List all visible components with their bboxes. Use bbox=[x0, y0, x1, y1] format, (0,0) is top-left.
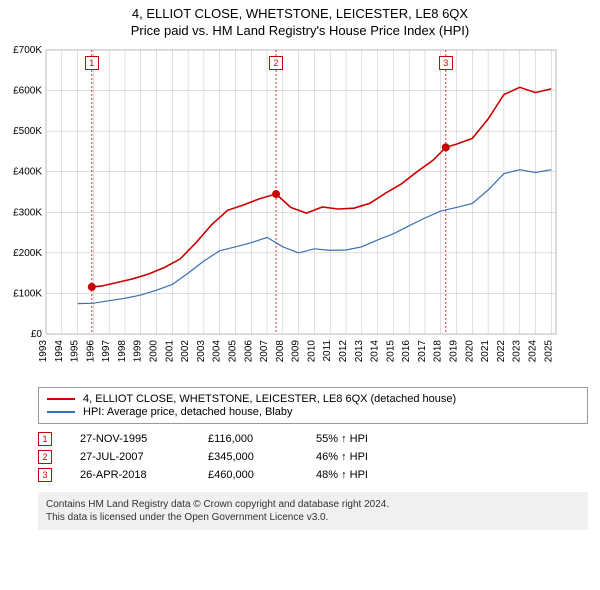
sale-marker-1: 1 bbox=[85, 56, 99, 70]
svg-text:2023: 2023 bbox=[512, 340, 523, 363]
chart-area: £0 £100K £200K £300K £400K £500K £600K £700K 199… bbox=[8, 46, 588, 381]
sale-hpi-diff: 48% ↑ HPI bbox=[316, 469, 368, 481]
sale-hpi-diff: 55% ↑ HPI bbox=[316, 433, 368, 445]
svg-text:1994: 1994 bbox=[54, 340, 65, 363]
svg-text:2002: 2002 bbox=[180, 340, 191, 363]
svg-text:2003: 2003 bbox=[196, 340, 207, 363]
svg-text:2008: 2008 bbox=[275, 340, 286, 363]
sale-price: £116,000 bbox=[208, 433, 288, 445]
sale-marker-2: 2 bbox=[269, 56, 283, 70]
svg-text:2016: 2016 bbox=[401, 340, 412, 363]
svg-text:2022: 2022 bbox=[496, 340, 507, 363]
svg-text:£300K: £300K bbox=[13, 207, 42, 218]
sale-marker-3: 3 bbox=[439, 56, 453, 70]
sale-marker-box: 2 bbox=[38, 450, 52, 464]
svg-text:2012: 2012 bbox=[338, 340, 349, 363]
svg-text:2025: 2025 bbox=[543, 340, 554, 363]
svg-text:£100K: £100K bbox=[13, 288, 42, 299]
sale-row: 2 27-JUL-2007 £345,000 46% ↑ HPI bbox=[38, 450, 588, 464]
svg-text:2018: 2018 bbox=[433, 340, 444, 363]
title-subtitle: Price paid vs. HM Land Registry's House … bbox=[10, 23, 590, 38]
svg-text:1999: 1999 bbox=[133, 340, 144, 363]
svg-text:2024: 2024 bbox=[527, 340, 538, 363]
legend-row: HPI: Average price, detached house, Blab… bbox=[47, 406, 579, 418]
legend-swatch bbox=[47, 398, 75, 400]
chart-container: 4, ELLIOT CLOSE, WHETSTONE, LEICESTER, L… bbox=[0, 0, 600, 590]
sale-date: 27-JUL-2007 bbox=[80, 451, 180, 463]
svg-text:2011: 2011 bbox=[322, 340, 333, 362]
sale-hpi-diff: 46% ↑ HPI bbox=[316, 451, 368, 463]
svg-text:2005: 2005 bbox=[227, 340, 238, 363]
svg-text:1996: 1996 bbox=[85, 340, 96, 363]
svg-text:2006: 2006 bbox=[243, 340, 254, 363]
title-address: 4, ELLIOT CLOSE, WHETSTONE, LEICESTER, L… bbox=[10, 6, 590, 21]
svg-text:£0: £0 bbox=[31, 329, 43, 340]
sale-row: 1 27-NOV-1995 £116,000 55% ↑ HPI bbox=[38, 432, 588, 446]
svg-text:2013: 2013 bbox=[354, 340, 365, 363]
legend-label: HPI: Average price, detached house, Blab… bbox=[83, 406, 293, 418]
footer-line-2: This data is licensed under the Open Gov… bbox=[46, 511, 580, 524]
svg-text:2004: 2004 bbox=[212, 340, 223, 363]
svg-text:£200K: £200K bbox=[13, 248, 42, 259]
legend-row: 4, ELLIOT CLOSE, WHETSTONE, LEICESTER, L… bbox=[47, 393, 579, 405]
sales-panel: 1 27-NOV-1995 £116,000 55% ↑ HPI 2 27-JUL-200… bbox=[38, 428, 588, 486]
svg-text:£700K: £700K bbox=[13, 46, 42, 56]
svg-text:2015: 2015 bbox=[385, 340, 396, 363]
svg-text:2017: 2017 bbox=[417, 340, 428, 363]
svg-text:£500K: £500K bbox=[13, 126, 42, 137]
sale-date: 27-NOV-1995 bbox=[80, 433, 180, 445]
line-chart-svg: £0 £100K £200K £300K £400K £500K £600K £700K 199… bbox=[8, 46, 562, 376]
svg-text:2001: 2001 bbox=[164, 340, 175, 363]
svg-text:2020: 2020 bbox=[464, 340, 475, 363]
legend-swatch bbox=[47, 411, 75, 413]
svg-text:2007: 2007 bbox=[259, 340, 270, 363]
sale-marker-box: 3 bbox=[38, 468, 52, 482]
footer-line-1: Contains HM Land Registry data © Crown c… bbox=[46, 498, 580, 511]
svg-text:1998: 1998 bbox=[117, 340, 128, 363]
sale-price: £460,000 bbox=[208, 469, 288, 481]
svg-text:2000: 2000 bbox=[149, 340, 160, 363]
chart-titles: 4, ELLIOT CLOSE, WHETSTONE, LEICESTER, L… bbox=[0, 0, 600, 40]
svg-text:1995: 1995 bbox=[70, 340, 81, 363]
svg-text:2010: 2010 bbox=[306, 340, 317, 363]
sale-row: 3 26-APR-2018 £460,000 48% ↑ HPI bbox=[38, 468, 588, 482]
legend-panel: 4, ELLIOT CLOSE, WHETSTONE, LEICESTER, L… bbox=[38, 387, 588, 424]
svg-text:2021: 2021 bbox=[480, 340, 491, 363]
svg-text:£400K: £400K bbox=[13, 167, 42, 178]
svg-text:1997: 1997 bbox=[101, 340, 112, 363]
footer-panel: Contains HM Land Registry data © Crown c… bbox=[38, 492, 588, 530]
svg-text:2014: 2014 bbox=[370, 340, 381, 363]
svg-text:2009: 2009 bbox=[291, 340, 302, 363]
legend-label: 4, ELLIOT CLOSE, WHETSTONE, LEICESTER, L… bbox=[83, 393, 456, 405]
svg-text:2019: 2019 bbox=[449, 340, 460, 363]
sale-date: 26-APR-2018 bbox=[80, 469, 180, 481]
sale-marker-box: 1 bbox=[38, 432, 52, 446]
sale-price: £345,000 bbox=[208, 451, 288, 463]
svg-text:£600K: £600K bbox=[13, 86, 42, 97]
svg-text:1993: 1993 bbox=[38, 340, 49, 363]
